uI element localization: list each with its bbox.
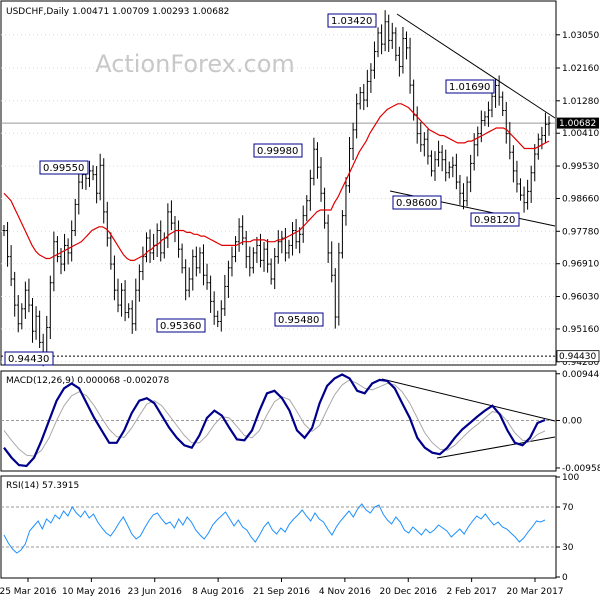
macd-ytick-label: 0.009446 (562, 370, 600, 380)
support-price-tag-box (556, 350, 600, 363)
date-tick-label: 20 Dec 2016 (380, 587, 438, 597)
date-tick-label: 21 Sep 2016 (253, 587, 310, 597)
resistance-trendline (396, 13, 556, 119)
price-annotation-box (39, 160, 89, 175)
date-tick-label: 10 May 2016 (62, 587, 121, 597)
price-panel-frame (0, 0, 557, 366)
macd-upper-trendline (381, 378, 556, 422)
price-annotation-box (4, 351, 54, 366)
macd-signal-line (3, 379, 546, 457)
macd-panel-header: MACD(12,26,9) 0.000068 -0.002078 (6, 376, 169, 386)
price-ytick-label: 1.01280 (562, 97, 599, 107)
macd-ytick-label: 0.00 (562, 417, 582, 427)
price-annotation-label: 0.95480 (278, 315, 319, 326)
rsi-ytick-label: 70 (562, 503, 574, 513)
macd-lower-trendline (436, 436, 556, 459)
rsi-panel-frame (0, 475, 557, 579)
rsi-panel: RSI(14) 57.3915 100 70 30 0 (0, 473, 579, 583)
price-ytick-label: 0.96030 (562, 293, 599, 303)
price-annotation-label: 1.03420 (331, 16, 372, 27)
price-ytick-label: 0.95160 (562, 325, 599, 335)
date-tick-label: 2 Feb 2017 (446, 587, 496, 597)
rsi-panel-header: RSI(14) 57.3915 (6, 481, 79, 491)
price-annotation-box (156, 318, 206, 333)
moving-average-line (3, 103, 550, 261)
support-price-tag: 0.94430 (556, 350, 600, 363)
macd-panel: MACD(12,26,9) 0.000068 -0.002078 0.00944… (0, 370, 600, 474)
price-annotation-label: 0.99550 (43, 163, 84, 174)
date-tick-label: 20 Mar 2017 (506, 587, 563, 597)
support-price-tag-text: 0.94430 (559, 352, 596, 362)
price-annotations: 0.99550 0.94430 0.95360 0.99980 0.95480 1.034… (4, 13, 520, 366)
price-ytick-label: 1.00410 (562, 129, 599, 139)
price-annotation-box (253, 143, 303, 158)
price-ytick-label: 1.02160 (562, 64, 599, 74)
price-annotation-box (445, 79, 495, 94)
price-ytick-label: 0.96910 (562, 260, 599, 270)
rsi-ytick-label: 30 (562, 543, 574, 553)
price-ytick-label: 0.99530 (562, 162, 599, 172)
price-annotation-box (274, 312, 324, 327)
price-yaxis: 1.03050 1.02160 1.01280 1.00410 0.99530 0.986… (1, 31, 599, 368)
price-annotation-box (470, 212, 520, 227)
price-annotation-box (392, 195, 442, 210)
price-annotation-box (327, 13, 377, 28)
rsi-ytick-label: 100 (562, 473, 579, 483)
price-ytick-label: 0.98660 (562, 194, 599, 204)
price-annotation-label: 1.01690 (449, 82, 490, 93)
price-ytick-label: 1.03050 (562, 31, 599, 41)
date-tick-label: 4 Nov 2016 (319, 587, 371, 597)
macd-yaxis: 0.009446 0.00 -0.009588 (1, 370, 600, 474)
price-bars (2, 10, 551, 367)
price-annotation-label: 0.98120 (474, 215, 515, 226)
date-tick-label: 8 Aug 2016 (192, 587, 244, 597)
last-price-tag-text: 1.00682 (559, 119, 596, 129)
rsi-yaxis: 100 70 30 0 (1, 473, 579, 583)
rsi-line (3, 503, 546, 554)
rsi-ytick-label: 0 (562, 573, 568, 583)
date-tick-label: 23 Jun 2016 (128, 587, 182, 597)
price-annotation-label: 0.94430 (8, 354, 49, 365)
watermark: ActionForex.com (95, 50, 295, 78)
macd-main-line (3, 373, 546, 468)
macd-ytick-label: -0.009588 (562, 464, 600, 474)
price-annotation-label: 0.95360 (160, 321, 201, 332)
date-tick-label: 25 Mar 2016 (0, 587, 57, 597)
price-panel-header: USDCHF,Daily 1.00471 1.00709 1.00293 1.0… (6, 7, 229, 17)
price-ytick-label: 0.94280 (562, 358, 599, 368)
price-annotation-label: 0.99980 (257, 146, 298, 157)
date-axis: 25 Mar 2016 10 May 2016 23 Jun 2016 8 Aug 2… (0, 578, 564, 597)
price-ytick-label: 0.97780 (562, 227, 599, 237)
last-price-tag-box (557, 117, 599, 129)
price-panel: USDCHF,Daily 1.00471 1.00709 1.00293 1.0… (0, 0, 600, 368)
last-price-tag: 1.00682 (557, 117, 599, 129)
price-annotation-label: 0.98600 (396, 198, 437, 209)
